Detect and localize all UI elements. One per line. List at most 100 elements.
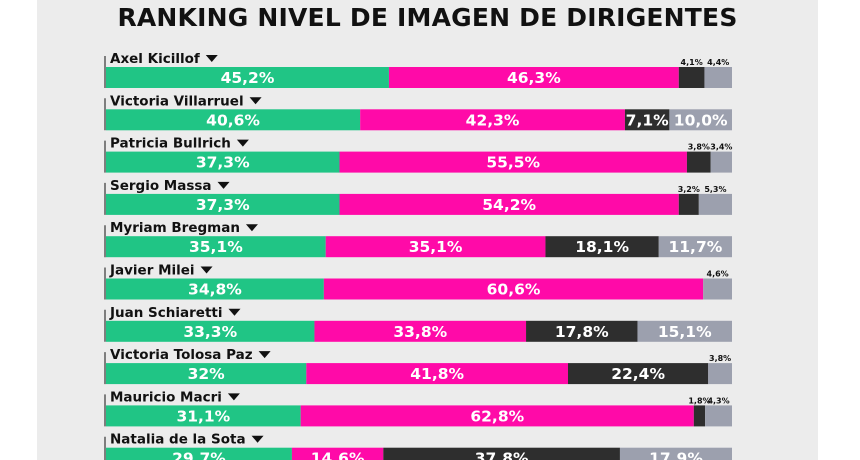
bar-segment-third [678,67,705,88]
data-label: 62,8% [470,407,524,425]
category-label: Juan Schiaretti [109,305,222,321]
bar-segment-third [383,447,620,460]
chart-row: Javier Milei 34,8% 60,6% 4,6% [104,263,732,300]
bar-segment-negative [306,363,568,385]
caret-down-icon[interactable] [217,181,230,189]
chart-row: Axel Kicillof 45,2% 46,3% 4,1% 4,4% [104,51,732,88]
bar-segment-fourth [705,405,732,427]
data-label: 3,2% [678,185,700,194]
bar-segment-third [686,151,711,173]
data-label: 55,5% [486,154,540,172]
caret-down-icon[interactable] [251,435,264,443]
data-label: 3,8% [709,354,731,363]
chart-row: Patricia Bullrich 37,3% 55,5% 3,8% 3,4% [104,136,732,173]
caret-down-icon[interactable] [249,97,262,105]
data-label: 54,2% [482,196,536,214]
data-label: 5,3% [704,185,726,194]
caret-down-icon[interactable] [227,393,240,401]
bar-segment-fourth [698,193,732,215]
data-label: 17,9% [649,450,703,460]
data-label: 22,4% [611,365,665,383]
bar-segment-fourth [703,278,732,300]
bar-segment-fourth [708,363,732,385]
bar-segment-third [624,109,670,131]
caret-down-icon[interactable] [228,308,241,316]
bar-segment-negative [300,405,694,427]
bar-segment-fourth [637,320,732,342]
data-label: 1,8% [688,396,710,405]
data-label: 18,1% [575,238,629,256]
category-label: Sergio Massa [110,178,212,194]
category-label: Victoria Villarruel [110,93,244,109]
bar-segment-positive [106,405,301,427]
data-label: 10,0% [674,111,728,129]
caret-down-icon[interactable] [258,351,271,359]
chart-row: Victoria Villarruel 40,6% 42,3% 7,1% 10,0% [104,93,732,131]
bar-segment-positive [106,67,389,88]
chart-row: Sergio Massa 37,3% 54,2% 3,2% 5,3% [104,178,732,215]
data-label: 3,8% [688,143,710,152]
bar-segment-negative [291,447,384,460]
data-label: 35,1% [189,238,243,256]
bar-segment-third [693,405,706,427]
bar-segment-positive [106,193,340,215]
bar-segment-positive [106,363,307,385]
bar-segment-positive [106,447,292,460]
bar-segment-fourth [619,447,732,460]
bar-segment-negative [325,236,546,258]
chart-row: Myriam Bregman 35,1% 35,1% 18,1% 11,7% [104,220,732,258]
caret-down-icon[interactable] [200,266,213,274]
data-label: 46,3% [507,69,561,87]
data-label: 60,6% [487,281,541,299]
data-label: 45,2% [221,69,275,87]
category-label: Axel Kicillof [110,51,200,67]
category-label: Victoria Tolosa Paz [110,347,253,363]
data-label: 14,6% [311,450,365,460]
data-label: 32% [188,365,226,383]
bar-segment-fourth [658,236,732,258]
category-label: Myriam Bregman [110,220,240,236]
data-label: 37,3% [196,154,250,172]
bar-segment-fourth [704,67,732,88]
bar-segment-positive [106,320,315,342]
bar-segment-third [567,363,709,385]
bar-segment-third [545,236,659,258]
data-label: 17,8% [555,323,609,341]
data-label: 7,1% [626,111,669,129]
data-label: 4,1% [681,58,703,67]
data-label: 4,3% [707,396,729,405]
data-label: 29,7% [172,450,226,460]
category-label: Javier Milei [109,263,195,279]
data-label: 41,8% [410,365,464,383]
data-label: 3,4% [710,143,732,152]
data-label: 37,3% [196,196,250,214]
bar-segment-negative [388,67,679,88]
bar-segment-positive [106,151,340,173]
bar-segment-positive [106,278,324,300]
data-label: 33,8% [393,323,447,341]
bar-segment-positive [106,236,326,258]
data-label: 4,4% [707,58,729,67]
chart-row: Juan Schiaretti 33,3% 33,8% 17,8% 15,1% [104,305,732,342]
data-label: 31,1% [176,407,230,425]
data-label: 40,6% [206,111,260,129]
category-label: Patricia Bullrich [110,136,231,152]
caret-down-icon[interactable] [245,224,258,232]
bar-segment-positive [106,109,361,131]
bar-segment-negative [360,109,625,131]
category-label: Natalia de la Sota [110,432,246,448]
chart-row: Victoria Tolosa Paz 32% 41,8% 22,4% 3,8% [104,347,732,385]
caret-down-icon[interactable] [205,55,218,62]
chart-row: Mauricio Macri 31,1% 62,8% 1,8%4,3% [104,389,732,427]
bar-segment-negative [314,320,527,342]
data-label: 34,8% [188,281,242,299]
bar-segment-fourth [669,109,732,131]
bar-segment-negative [339,193,679,215]
data-label: 4,6% [707,270,729,279]
chart-title: RANKING NIVEL DE IMAGEN DE DIRIGENTES [117,3,738,32]
bar-segment-third [678,193,699,215]
data-label: 11,7% [668,238,722,256]
chart-row: Natalia de la Sota 29,7% 14,6% 37,8% 17,9% [104,432,732,460]
caret-down-icon[interactable] [236,139,249,147]
